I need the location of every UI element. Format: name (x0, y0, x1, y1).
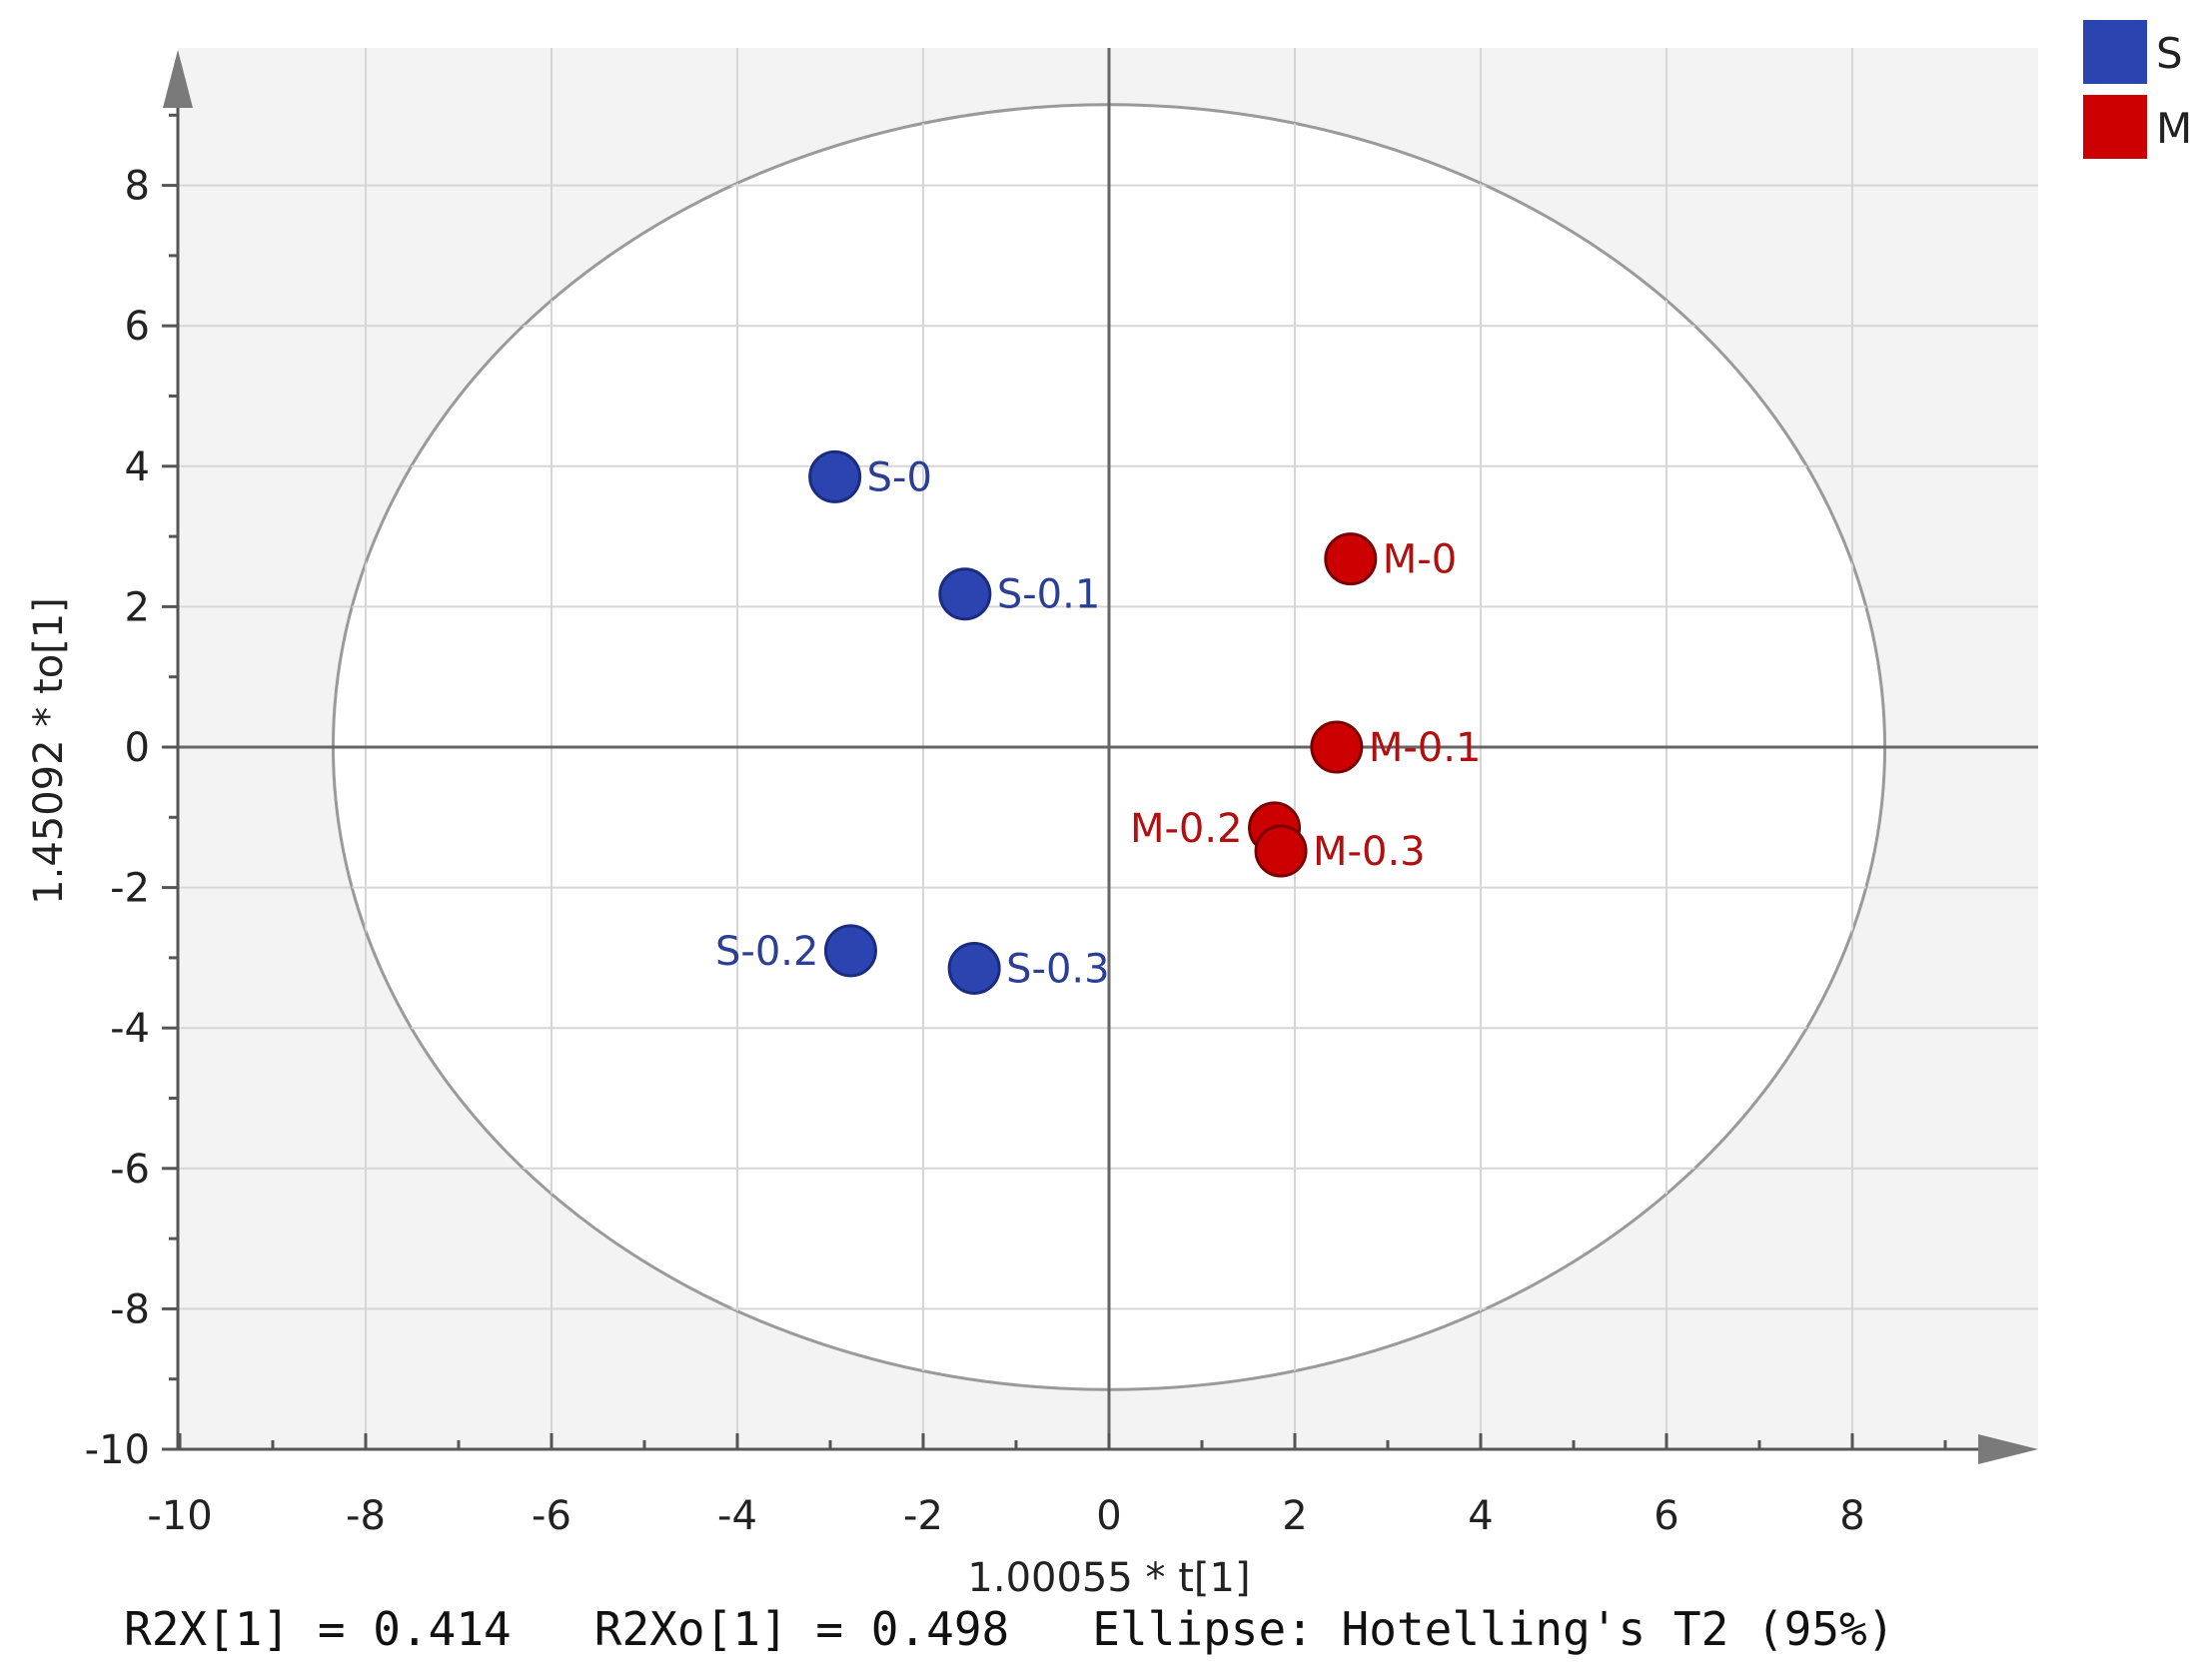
x-tick-label-6: 6 (1654, 1493, 1678, 1539)
legend-label-S: S (2156, 29, 2183, 78)
tick-marks (162, 113, 1947, 1451)
point-label-M-0.3: M-0.3 (1313, 829, 1426, 875)
point-M-0 (1324, 532, 1378, 586)
x-tick-label--6: -6 (532, 1493, 571, 1539)
y-tick-label-4: 4 (125, 444, 150, 490)
point-label-S-0.2: S-0.2 (715, 929, 818, 975)
x-tick-label--10: -10 (147, 1493, 212, 1539)
point-S-0 (808, 449, 862, 503)
legend-swatch-S (2083, 20, 2147, 84)
point-M-0.3 (1254, 824, 1308, 878)
point-label-S-0.3: S-0.3 (1006, 946, 1109, 992)
point-S-0.1 (938, 567, 992, 621)
x-tick-label--8: -8 (346, 1493, 386, 1539)
y-tick-label-8: 8 (125, 164, 150, 210)
legend-label-M: M (2156, 104, 2192, 153)
y-tick-label--2: -2 (110, 866, 150, 912)
data-points (808, 449, 1378, 995)
point-label-M-0.1: M-0.1 (1369, 725, 1482, 771)
legend-swatch-M (2083, 95, 2147, 159)
x-tick-label-0: 0 (1096, 1493, 1121, 1539)
point-label-S-0.1: S-0.1 (997, 572, 1100, 618)
model-statistics-footer: R2X[1] = 0.414 R2Xo[1] = 0.498 Ellipse: … (124, 1602, 1894, 1656)
x-tick-label--2: -2 (903, 1493, 943, 1539)
point-label-M-0.2: M-0.2 (1130, 806, 1243, 852)
x-tick-labels: -10 -8 -6 -4 -2 0 2 4 6 8 (147, 1493, 1864, 1539)
legend: SM (2083, 20, 2192, 159)
x-tick-label--4: -4 (717, 1493, 757, 1539)
x-tick-label-8: 8 (1839, 1493, 1864, 1539)
y-tick-label--4: -4 (110, 1006, 150, 1052)
point-M-0.1 (1310, 720, 1364, 774)
point-S-0.2 (823, 924, 877, 978)
y-axis-arrow (163, 50, 193, 108)
zero-lines (178, 48, 2038, 1449)
y-tick-label-0: 0 (125, 725, 150, 771)
y-tick-label-2: 2 (125, 584, 150, 630)
point-labels: S-0 S-0.1 S-0.2 S-0.3 M-0 M-0.1 M-0.2 M-0.3 (715, 454, 1481, 992)
y-tick-labels: -10 -8 -6 -4 -2 0 2 4 6 8 (85, 164, 150, 1473)
x-axis-arrow (1978, 1434, 2038, 1464)
point-S-0.3 (947, 941, 1001, 995)
point-label-S-0: S-0 (867, 454, 932, 500)
point-label-M-0: M-0 (1383, 537, 1457, 583)
y-tick-label--8: -8 (110, 1286, 150, 1332)
y-tick-label--6: -6 (110, 1147, 150, 1193)
x-axis-title: 1.00055 * t[1] (967, 1555, 1250, 1601)
y-tick-label-6: 6 (125, 304, 150, 350)
y-axis-title: 1.45092 * to[1] (26, 597, 72, 905)
x-tick-label-4: 4 (1468, 1493, 1493, 1539)
x-tick-label-2: 2 (1282, 1493, 1307, 1539)
y-tick-label--10: -10 (85, 1427, 150, 1473)
